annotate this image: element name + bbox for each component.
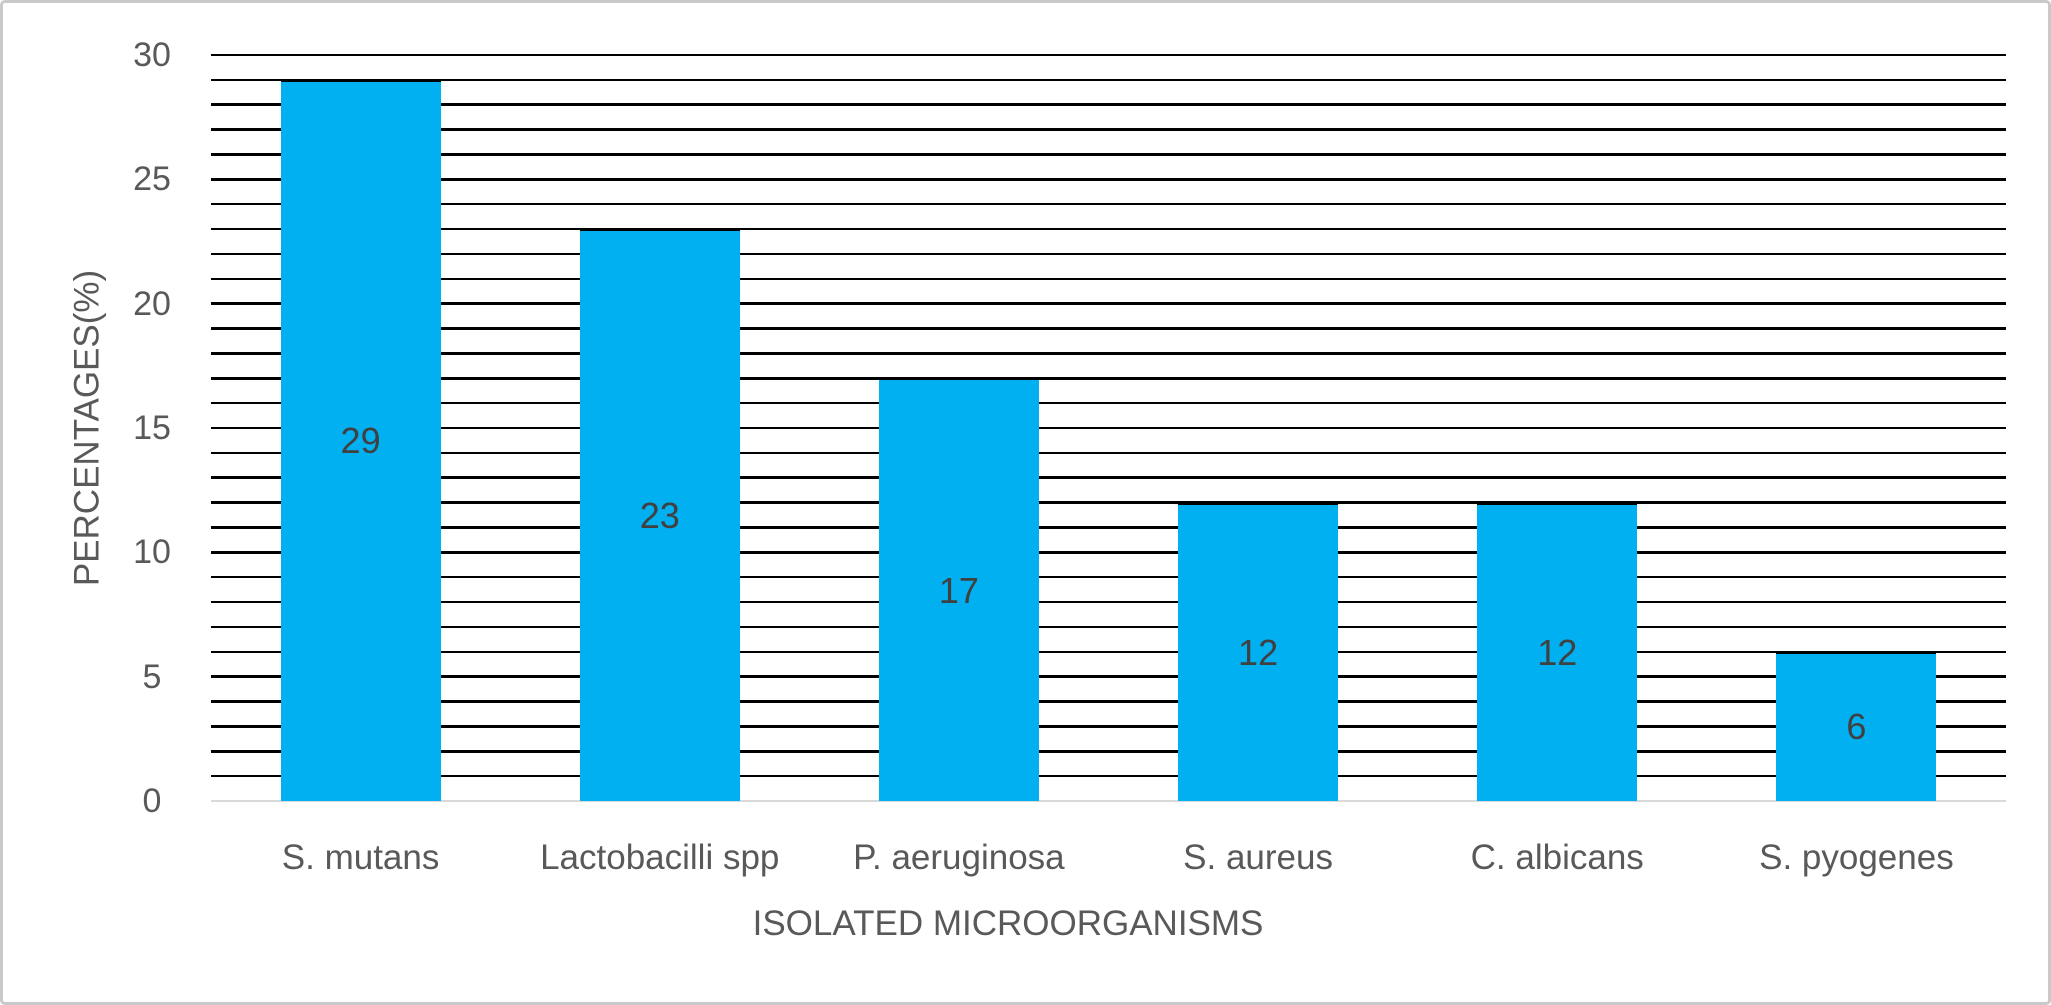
category-label-s-mutans: S. mutans	[281, 838, 440, 877]
gridline	[211, 252, 2006, 256]
gridline	[211, 501, 2006, 504]
gridline	[211, 575, 2006, 579]
x-axis-title: ISOLATED MICROORGANISMS	[752, 904, 1264, 943]
gridline	[211, 227, 2006, 231]
data-label: 29	[340, 420, 381, 462]
bar-p-aeruginosa: 17	[878, 378, 1039, 801]
gridline	[211, 750, 2006, 753]
plot-area: 29 23 17 12 12 6	[211, 53, 2006, 803]
y-tick-label: 25	[133, 160, 171, 199]
gridline	[211, 774, 2006, 778]
category-label-c-albicans: C. albicans	[1470, 838, 1644, 877]
data-label: 6	[1846, 706, 1867, 748]
bar-c-albicans: 12	[1477, 502, 1638, 801]
y-tick-label: 20	[133, 284, 171, 323]
bar-s-aureus: 12	[1178, 502, 1339, 801]
gridline	[211, 352, 2006, 355]
gridline	[211, 725, 2006, 728]
gridline	[211, 128, 2006, 131]
y-axis-title: PERCENTAGES(%)	[67, 269, 107, 587]
gridline	[211, 153, 2006, 156]
gridline	[211, 650, 2006, 654]
category-label-s-aureus: S. aureus	[1183, 838, 1333, 877]
category-label-p-aeruginosa: P. aeruginosa	[853, 838, 1065, 877]
gridline	[211, 277, 2006, 281]
gridline	[211, 526, 2006, 529]
y-tick-label: 5	[142, 657, 162, 696]
data-label: 12	[1238, 631, 1279, 673]
gridline	[211, 625, 2006, 629]
data-label: 12	[1537, 631, 1578, 673]
bar-s-pyogenes: 6	[1776, 651, 1937, 801]
gridline	[211, 53, 2006, 57]
gridline	[211, 700, 2006, 703]
gridline	[211, 451, 2006, 455]
gridline	[211, 78, 2006, 82]
gridline	[211, 178, 2006, 181]
category-label-s-pyogenes: S. pyogenes	[1759, 838, 1954, 877]
gridline	[211, 426, 2006, 430]
gridline	[211, 551, 2006, 554]
gridline	[211, 103, 2006, 106]
y-tick-label: 10	[133, 533, 171, 572]
gridline	[211, 327, 2006, 330]
gridline	[211, 476, 2006, 479]
data-label: 17	[938, 569, 979, 611]
bar-s-mutans: 29	[280, 79, 441, 801]
category-label-lactobacilli-spp: Lactobacilli spp	[540, 838, 780, 877]
gridline	[211, 675, 2006, 678]
gridline	[211, 377, 2006, 380]
bar-lactobacilli-spp: 23	[579, 229, 740, 801]
y-tick-label: 0	[142, 782, 162, 820]
y-tick-label: 30	[133, 36, 171, 74]
gridline	[211, 302, 2006, 305]
gridline	[211, 401, 2006, 405]
x-axis-line	[211, 799, 2006, 803]
gridline	[211, 202, 2006, 206]
data-label: 23	[639, 495, 680, 537]
gridline	[211, 600, 2006, 604]
y-tick-label: 15	[133, 409, 171, 447]
